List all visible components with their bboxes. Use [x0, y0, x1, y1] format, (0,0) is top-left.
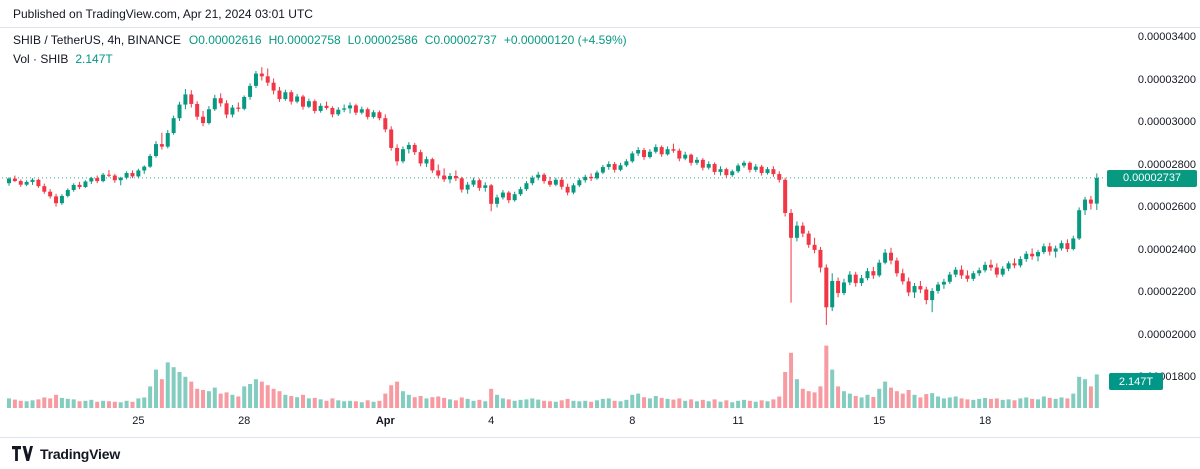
published-text: Published on TradingView.com, Apr 21, 20…	[13, 6, 313, 21]
legend-volume-row: Vol · SHIB 2.147T	[13, 50, 627, 69]
ohlc-open: O0.00002616	[188, 33, 262, 47]
ohlc-high: H0.00002758	[268, 33, 341, 47]
legend-ohlc-row: SHIB / TetherUS, 4h, BINANCE O0.00002616 H…	[13, 31, 627, 50]
symbol-title: SHIB / TetherUS, 4h, BINANCE	[13, 33, 181, 47]
footer: TradingView	[0, 437, 1200, 469]
volume-label: Vol · SHIB	[13, 52, 69, 66]
volume-value: 2.147T	[75, 52, 113, 66]
last-price-badge: 0.00002737	[1107, 169, 1197, 187]
published-bar: Published on TradingView.com, Apr 21, 20…	[0, 0, 1200, 28]
volume-badge: 2.147T	[1109, 373, 1163, 390]
chart-legend: SHIB / TetherUS, 4h, BINANCE O0.00002616 H…	[13, 31, 627, 69]
ohlc-low: L0.00002586	[347, 33, 418, 47]
change-value: +0.00000120 (+4.59%)	[503, 33, 627, 47]
tradingview-logo-icon	[12, 446, 33, 461]
tradingview-wordmark[interactable]: TradingView	[40, 445, 121, 462]
ohlc-close: C0.00002737	[424, 33, 497, 47]
tradingview-logo[interactable]	[12, 446, 33, 461]
